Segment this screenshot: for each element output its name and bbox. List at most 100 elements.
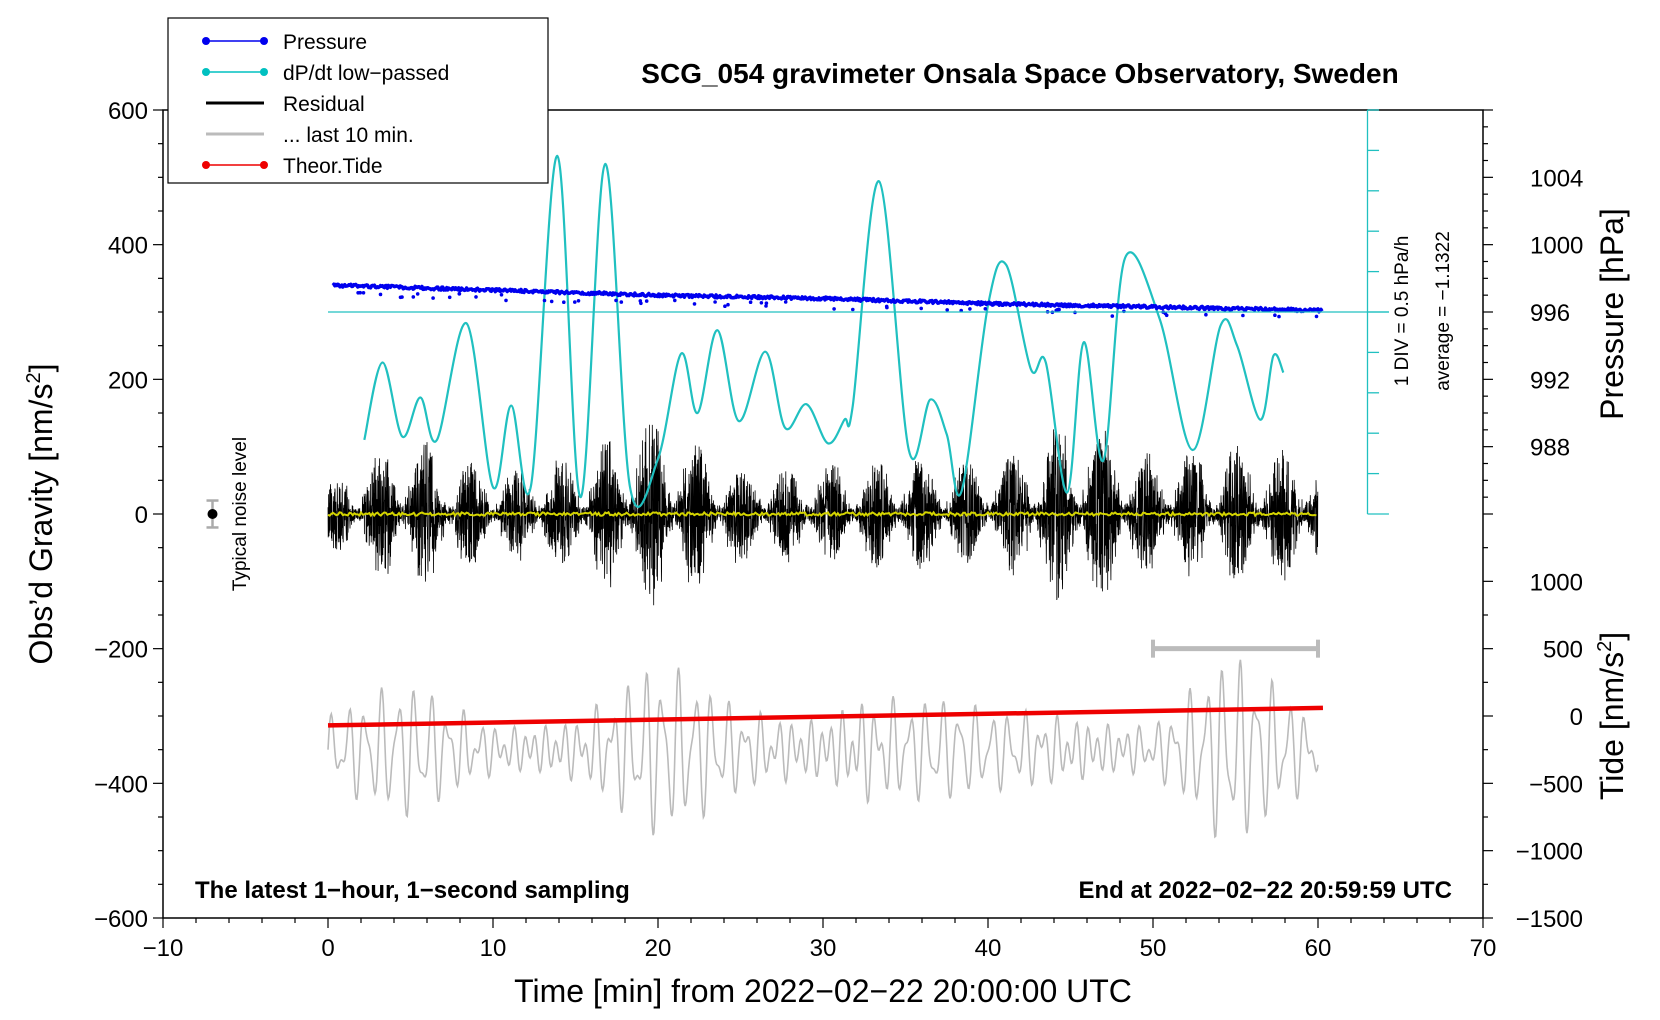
- y-axis-pressure: 988 992 996 1000 1004: [1483, 109, 1583, 515]
- tide-tick-label: 500: [1543, 637, 1583, 664]
- last-10-min-bar: [1151, 639, 1320, 658]
- y-tick-label: −600: [94, 906, 148, 933]
- y-tick-label: 600: [108, 98, 148, 125]
- y-tick-label: −200: [94, 637, 148, 664]
- legend-label: Pressure: [283, 31, 367, 54]
- last-10-min-line: [327, 659, 1319, 839]
- pressure-point: [504, 298, 508, 303]
- pressure-point: [614, 298, 618, 303]
- tide-tick-label: 1000: [1530, 569, 1583, 596]
- x-tick-label: 10: [480, 935, 507, 962]
- pressure-point: [1164, 313, 1169, 318]
- pressure-point: [983, 307, 988, 311]
- pressure-tick-label: 992: [1530, 367, 1570, 394]
- pressure-line: [331, 282, 1324, 314]
- pressure-point: [361, 291, 366, 295]
- legend-entry: Pressure: [202, 31, 367, 54]
- pressure-point: [1110, 314, 1115, 318]
- annotation-noise-level: Typical noise level: [230, 437, 251, 591]
- pressure-tick-label: 1004: [1530, 165, 1583, 192]
- x-tick-label: 70: [1470, 935, 1497, 962]
- pressure-point: [713, 300, 717, 304]
- y-tick-label: 0: [135, 502, 148, 529]
- legend-entry: dP/dt low−passed: [202, 62, 449, 85]
- legend-entry: ... last 10 min.: [206, 124, 414, 147]
- pressure-point: [1277, 314, 1281, 319]
- legend: Pressure dP/dt low−passed Residual ... last…: [167, 17, 549, 184]
- tide-line: [327, 705, 1323, 728]
- pressure-point: [1273, 313, 1277, 318]
- legend-label: dP/dt low−passed: [283, 62, 449, 85]
- pressure-point: [474, 295, 478, 299]
- legend-entry: Residual: [206, 93, 365, 116]
- legend-entry: Theor.Tide: [202, 155, 383, 178]
- y-axis-tide-title: Tide [nm/s2]: [1594, 632, 1630, 800]
- pressure-point: [1314, 314, 1319, 319]
- legend-swatch-marker: [260, 68, 268, 76]
- pressure-point: [723, 304, 727, 309]
- pressure-tick-label: 996: [1530, 300, 1570, 327]
- annotation-sampling: The latest 1−hour, 1−second sampling: [195, 877, 630, 904]
- pressure-point: [851, 307, 855, 312]
- x-tick-label: 30: [810, 935, 837, 962]
- dpdt-average-label: average = −1.1322: [1433, 231, 1454, 391]
- pressure-point: [542, 298, 547, 303]
- pressure-point: [447, 295, 452, 300]
- pressure-point: [783, 300, 788, 304]
- pressure-point: [573, 300, 577, 304]
- series-last-10-min: [327, 659, 1319, 839]
- legend-swatch-marker: [260, 37, 268, 45]
- chart-title: SCG_054 gravimeter Onsala Space Observat…: [641, 58, 1398, 89]
- pressure-tick-label: 988: [1530, 435, 1570, 462]
- x-tick-label: −10: [143, 935, 184, 962]
- pressure-point: [415, 292, 420, 296]
- pressure-point: [378, 292, 383, 297]
- x-tick-label: 50: [1140, 935, 1167, 962]
- x-axis-title: Time [min] from 2022−02−22 20:00:00 UTC: [514, 973, 1132, 1009]
- pressure-point: [884, 304, 889, 309]
- pressure-point: [358, 290, 363, 295]
- y-axis-pressure-title: Pressure [hPa]: [1594, 208, 1630, 420]
- pressure-point: [1241, 313, 1245, 318]
- pressure-point: [832, 307, 836, 311]
- x-tick-label: 60: [1305, 935, 1332, 962]
- pressure-point: [549, 299, 554, 304]
- legend-swatch-marker: [202, 37, 210, 45]
- legend-label: ... last 10 min.: [283, 124, 414, 147]
- annotation-end-time: End at 2022−02−22 20:59:59 UTC: [1078, 877, 1452, 904]
- noise-level-bar: [206, 499, 219, 529]
- legend-swatch-marker: [260, 161, 268, 169]
- dpdt-scale-bar: [328, 109, 1389, 515]
- x-tick-label: 40: [975, 935, 1002, 962]
- series-residual-mean: [327, 510, 1317, 518]
- tide-tick-label: 0: [1570, 704, 1583, 731]
- pressure-point: [945, 308, 949, 312]
- pressure-tick-label: 1000: [1530, 233, 1583, 260]
- series-pressure: [331, 282, 1324, 319]
- series-theor-tide: [327, 705, 1323, 728]
- pressure-point: [764, 301, 769, 306]
- pressure-point: [431, 296, 435, 300]
- pressure-point: [411, 295, 416, 299]
- tide-tick-label: −1000: [1516, 839, 1583, 866]
- pressure-point: [499, 293, 504, 297]
- pressure-point: [919, 306, 923, 311]
- legend-label: Theor.Tide: [283, 155, 383, 178]
- pressure-point: [576, 299, 581, 303]
- x-axis: −10 0 10 20 30 40 50 60 70: [143, 918, 1497, 962]
- y-tick-label: −400: [94, 771, 148, 798]
- pressure-point: [562, 300, 566, 305]
- legend-label: Residual: [283, 93, 365, 116]
- tide-tick-label: −1500: [1516, 906, 1583, 933]
- pressure-point: [748, 300, 753, 305]
- series-dpdt-low-passed: [363, 154, 1285, 508]
- pressure-point: [619, 300, 624, 304]
- pressure-point: [673, 298, 677, 303]
- y-axis-gravity-title: Obs’d Gravity [nm/s2]: [23, 364, 59, 665]
- legend-swatch-marker: [202, 161, 210, 169]
- pressure-point: [1204, 312, 1208, 317]
- x-tick-label: 20: [645, 935, 672, 962]
- residual-mean-line: [327, 510, 1317, 518]
- pressure-point: [764, 304, 768, 308]
